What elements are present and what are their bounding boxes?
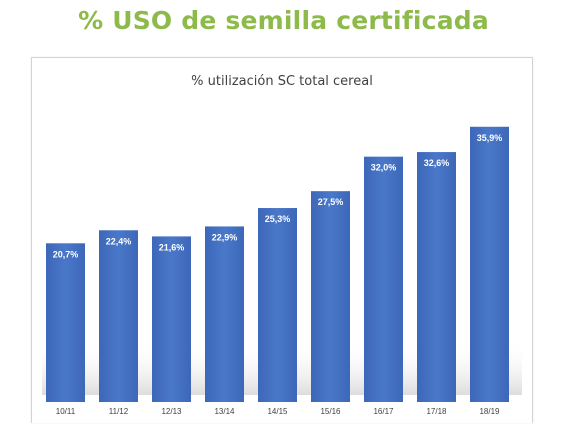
bar-11-12 — [99, 230, 138, 402]
bar-18-19 — [470, 126, 509, 403]
chart-container: % utilización SC total cereal 20,7% 22,4%… — [31, 57, 533, 423]
x-tick-label: 17/18 — [426, 407, 447, 416]
x-tick-label: 11/12 — [109, 407, 129, 416]
x-tick-label: 13/14 — [214, 407, 235, 416]
data-label-18-19: 35,9% — [477, 133, 503, 143]
x-tick-label: 12/13 — [161, 407, 182, 416]
data-label-11-12: 22,4% — [106, 236, 132, 246]
x-tick-label: 10/11 — [56, 407, 76, 416]
data-label-16-17: 32,0% — [371, 163, 397, 173]
bar-17-18 — [417, 152, 456, 402]
page-title: % USO de semilla certificada — [78, 6, 489, 35]
data-label-13-14: 22,9% — [212, 232, 238, 242]
bar-16-17 — [364, 156, 403, 402]
data-label-12-13: 21,6% — [159, 242, 185, 252]
data-label-15-16: 27,5% — [318, 197, 344, 207]
data-label-10-11: 20,7% — [53, 249, 79, 259]
data-label-14-15: 25,3% — [265, 214, 291, 224]
bar-13-14 — [205, 226, 244, 402]
bar-chart: % utilización SC total cereal 20,7% 22,4%… — [42, 74, 522, 416]
chart-title: % utilización SC total cereal — [191, 74, 373, 89]
bar-14-15 — [258, 208, 297, 402]
x-tick-label: 15/16 — [320, 407, 341, 416]
x-tick-label: 18/19 — [479, 407, 500, 416]
x-tick-label: 14/15 — [267, 407, 288, 416]
x-tick-label: 16/17 — [373, 407, 394, 416]
data-label-17-18: 32,6% — [424, 158, 450, 168]
bar-15-16 — [311, 191, 350, 402]
bar-12-13 — [152, 236, 191, 402]
bar-10-11 — [46, 243, 85, 402]
